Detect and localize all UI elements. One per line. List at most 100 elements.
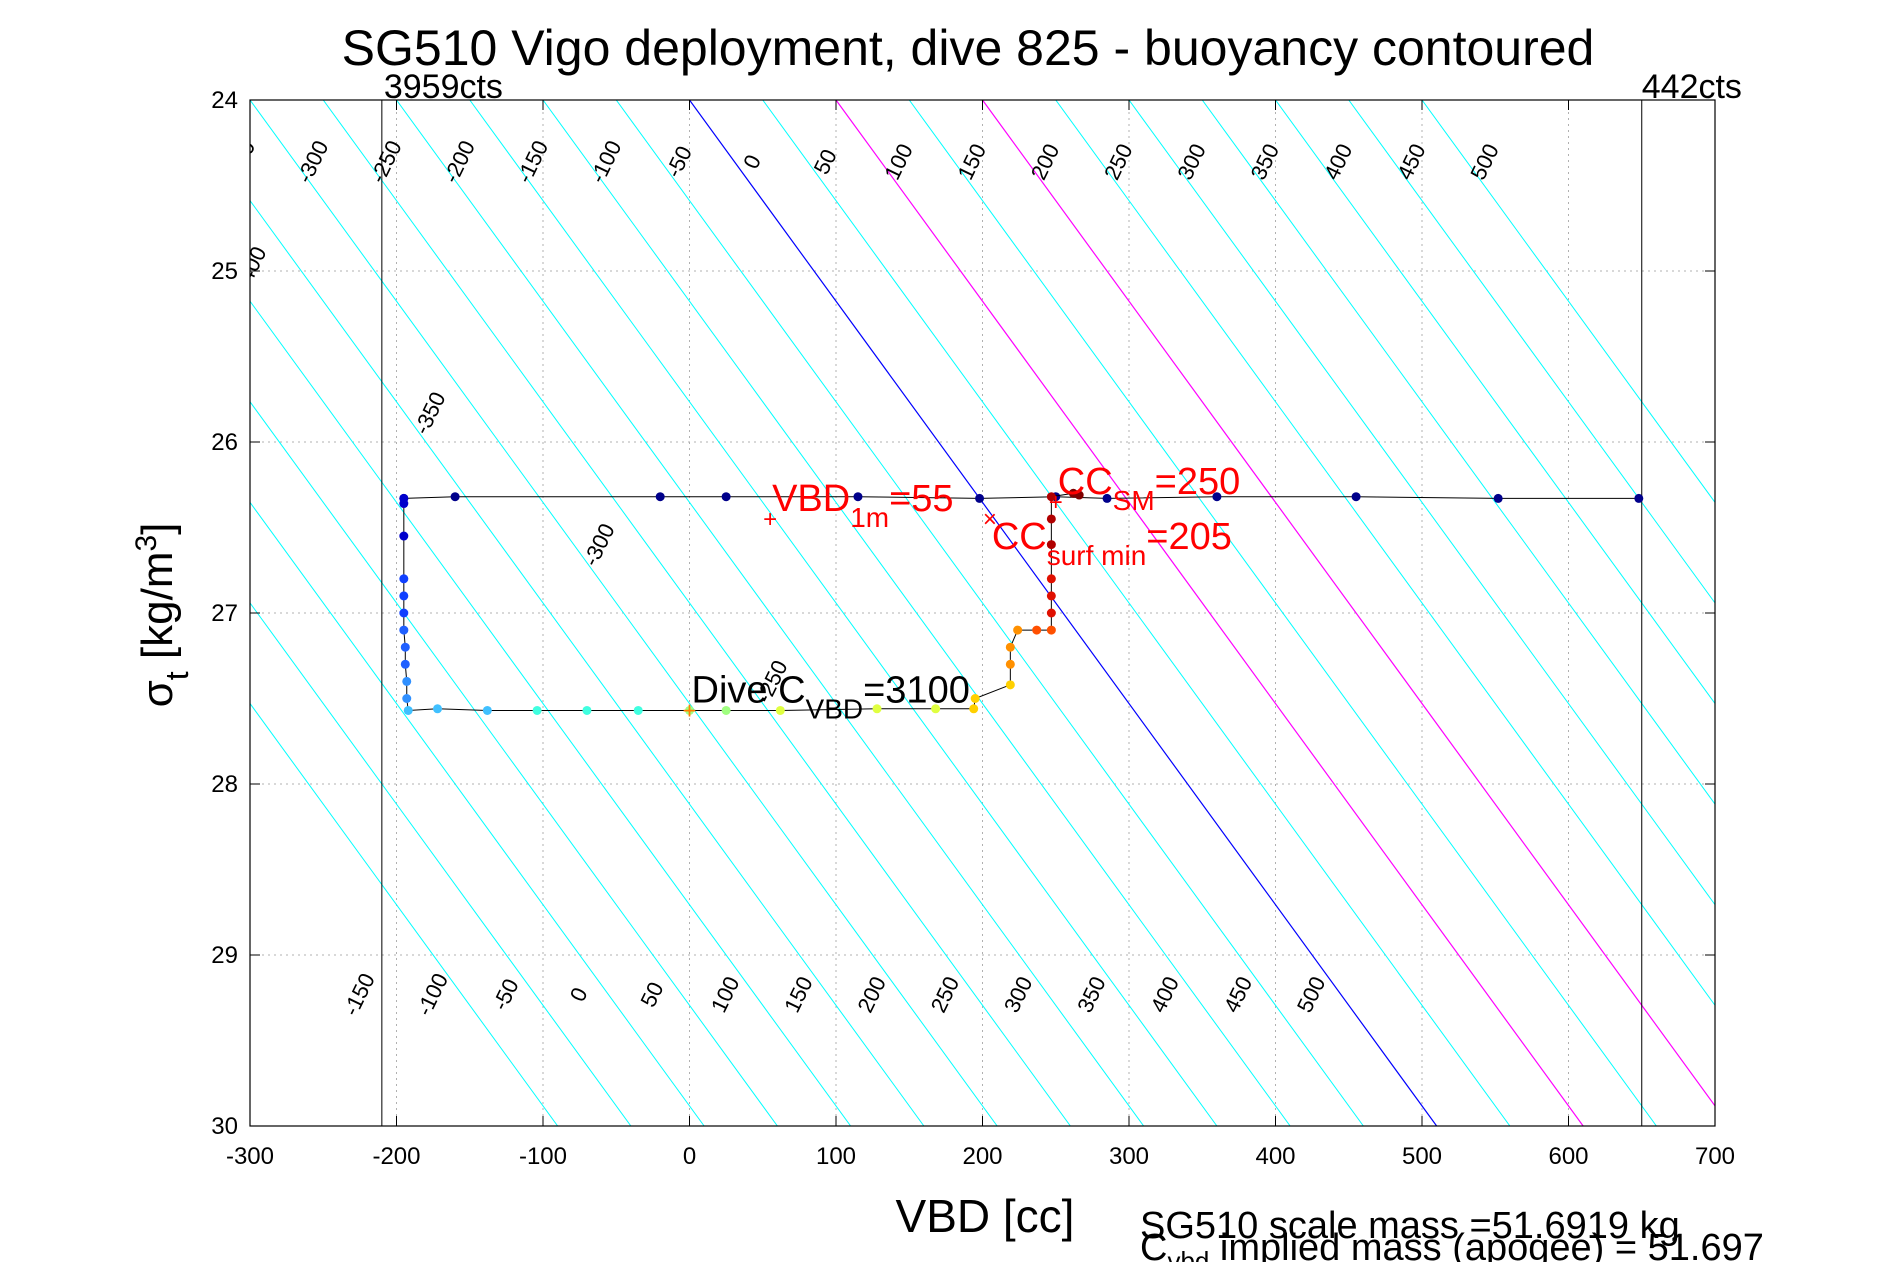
x-tick-label: 100 — [816, 1143, 856, 1170]
data-point — [400, 659, 410, 669]
buoyancy-contour-line — [689, 100, 1438, 1126]
series-line — [403, 496, 1639, 499]
y-axis-label-close: ] — [133, 523, 182, 535]
data-point — [721, 705, 731, 715]
data-point — [872, 704, 882, 714]
annotation-sub: VBD — [806, 693, 864, 724]
annotation-marker: + — [763, 506, 777, 533]
annotation-main: CC — [992, 516, 1047, 558]
data-point — [1032, 625, 1042, 635]
buoyancy-contour-line — [250, 300, 852, 1126]
data-point — [399, 625, 409, 635]
data-point — [399, 574, 409, 584]
data-point — [1102, 493, 1112, 503]
data-point — [1351, 492, 1361, 502]
data-series — [399, 488, 1644, 715]
buoyancy-contour-line — [982, 100, 1715, 1107]
data-point — [482, 705, 492, 715]
buoyancy-contour-line — [250, 199, 925, 1126]
buoyancy-contour-line — [250, 702, 559, 1126]
data-point — [969, 704, 979, 714]
y-axis-label-sub: t — [159, 671, 195, 680]
footer-implied-sub: vbd — [1167, 1246, 1209, 1262]
data-point — [931, 704, 941, 714]
annotation-tail: =55 — [889, 478, 953, 520]
data-point — [399, 531, 409, 541]
annotation-sub: surf min — [1047, 540, 1147, 571]
data-point — [582, 705, 592, 715]
annotation-main: Dive C — [692, 669, 806, 711]
x-tick-label: 0 — [683, 1143, 696, 1170]
buoyancy-contour-line — [322, 100, 1071, 1126]
buoyancy-contour-line — [835, 100, 1584, 1126]
annotation-tail: =250 — [1155, 461, 1241, 503]
y-tick-label: 29 — [211, 942, 238, 969]
data-point — [403, 705, 413, 715]
data-point — [721, 492, 731, 502]
y-tick-label: 30 — [211, 1113, 238, 1140]
x-axis-label: VBD [cc] — [896, 1190, 1075, 1242]
data-point — [1046, 492, 1056, 502]
data-point — [1005, 680, 1015, 690]
y-tick-label: 28 — [211, 771, 238, 798]
data-point — [1074, 490, 1084, 500]
y-tick-label: 25 — [211, 258, 238, 285]
y-axis-label-sup: 3 — [130, 535, 163, 552]
x-tick-label: 400 — [1255, 1143, 1295, 1170]
data-point — [433, 704, 443, 714]
data-point — [399, 591, 409, 601]
annotation-sub: SM — [1113, 485, 1155, 516]
data-point — [399, 499, 409, 509]
data-point — [402, 676, 412, 686]
data-point — [633, 705, 643, 715]
annotation-main: VBD — [772, 478, 850, 520]
annotation-label: CCSM=250 — [1058, 461, 1240, 516]
annotation-marker: + — [1049, 489, 1063, 516]
annotation-label: VBD1m=55 — [772, 478, 954, 533]
data-point — [532, 705, 542, 715]
x-tick-label: 200 — [962, 1143, 1002, 1170]
y-tick-label: 27 — [211, 600, 238, 627]
data-point — [399, 608, 409, 618]
y-axis-label: σt [kg/m3] — [130, 523, 195, 708]
x-tick-label: 600 — [1548, 1143, 1588, 1170]
data-point — [1046, 591, 1056, 601]
data-point — [400, 642, 410, 652]
footer-implied-tail: implied mass (apogee) = 51.697 — [1209, 1227, 1764, 1262]
annotation-sub: 1m — [850, 502, 889, 533]
x-tick-label: -200 — [372, 1143, 420, 1170]
data-point — [775, 705, 785, 715]
data-point — [1046, 514, 1056, 524]
data-point — [685, 705, 694, 715]
data-point — [853, 492, 863, 502]
data-point — [1046, 608, 1056, 618]
y-axis-ticks: 24 25 26 27 28 29 30 — [211, 87, 1715, 1140]
buoyancy-contour-line — [250, 501, 705, 1126]
buoyancy-contour-line — [1348, 100, 1715, 604]
data-point — [1046, 540, 1056, 550]
buoyancy-contour-line — [1275, 100, 1715, 705]
annotations: +Dive CVBD=3100+VBD1m=55 +CCSM=250×CCsurf… — [682, 461, 1240, 725]
y-tick-label: 24 — [211, 87, 238, 114]
y-axis-label-unit: [kg/m — [133, 552, 182, 672]
footer-implied-mass: Cvbd implied mass (apogee) = 51.697 — [1140, 1227, 1764, 1262]
x-tick-label: 700 — [1695, 1143, 1735, 1170]
data-point — [1634, 493, 1644, 503]
data-point — [402, 694, 412, 703]
data-point — [1046, 574, 1056, 584]
buoyancy-contour-line — [1128, 100, 1715, 906]
footer-implied-main: C — [1140, 1227, 1167, 1262]
buoyancy-contour-line — [762, 100, 1511, 1126]
buoyancy-contour-line — [469, 100, 1218, 1126]
annotation-main: CC — [1058, 461, 1113, 503]
data-point — [975, 493, 985, 503]
data-point — [1212, 492, 1222, 502]
buoyancy-contour-line — [1201, 100, 1715, 805]
data-point — [970, 694, 980, 703]
x-tick-label: -100 — [519, 1143, 567, 1170]
y-axis-label-main: σ — [133, 680, 182, 707]
plot-area: -350 -300 -250 -200 -150 -100 -50 0 50 100 150 200 2… — [249, 68, 1742, 1127]
annotation-tail: =205 — [1146, 516, 1232, 558]
annotation-marker: × — [983, 506, 997, 533]
